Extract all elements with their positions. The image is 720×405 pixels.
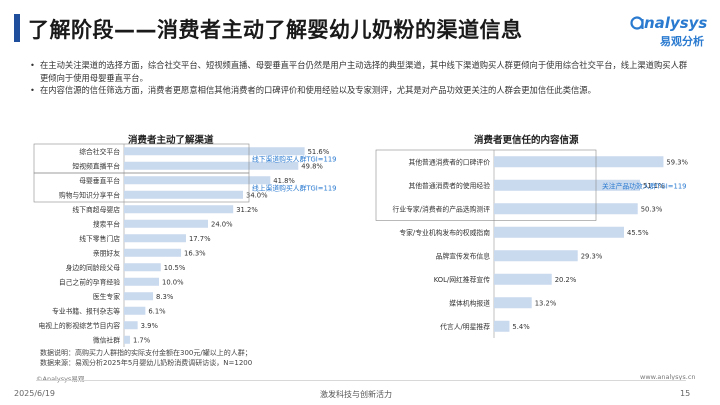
value-label: 1.7% — [133, 336, 151, 344]
category-label: 线下零售门店 — [79, 234, 120, 243]
tgi-annotation: 关注产品功效人群TGI=119 — [602, 181, 686, 190]
logo-mark-icon — [630, 16, 644, 30]
tgi-annotation: 线下渠道购买人群TGI=119 — [252, 155, 336, 164]
category-label: 综合社交平台 — [79, 147, 120, 156]
value-label: 17.7% — [189, 235, 211, 243]
bar — [124, 277, 159, 286]
title-accent-bar — [14, 14, 20, 42]
value-label: 29.3% — [581, 252, 603, 260]
tgi-annotation: 线上渠道购买人群TGI=119 — [252, 184, 336, 193]
category-label: 其他普通消费者的口碑评价 — [408, 157, 490, 166]
value-label: 6.1% — [148, 307, 166, 315]
category-label: 专业书籍、报刊杂志等 — [52, 306, 120, 315]
value-label: 51.1% — [643, 182, 665, 190]
bar — [124, 335, 130, 344]
page-number: 15 — [680, 389, 691, 398]
bullet-item: 在主动关注渠道的选择方面，综合社交平台、短视频直播、母婴垂直平台仍然是用户主动选… — [30, 59, 690, 84]
summary-bullets: 在主动关注渠道的选择方面，综合社交平台、短视频直播、母婴垂直平台仍然是用户主动选… — [30, 59, 690, 97]
footer-date: 2025/6/19 — [14, 389, 56, 398]
value-label: 49.8% — [301, 162, 323, 170]
category-label: 代言人/明星推荐 — [440, 322, 490, 331]
bar — [124, 147, 305, 156]
value-label: 10.0% — [162, 278, 184, 286]
bar — [124, 292, 154, 301]
value-label: 5.4% — [512, 323, 530, 331]
value-label: 3.9% — [141, 322, 159, 330]
value-label: 20.2% — [555, 276, 577, 284]
value-label: 59.3% — [666, 158, 688, 166]
data-note-line: 数据说明：高购买力人群指的实际支付金额在300元/罐以上的人群； — [40, 349, 252, 357]
website-link[interactable]: www.analysys.cn — [640, 373, 696, 381]
category-label: 购物与知识分享平台 — [59, 190, 120, 199]
category-label: 其他普通消费者的使用经验 — [408, 181, 490, 190]
bar — [494, 226, 624, 238]
data-source-line: 数据来源：易观分析2025年5月婴幼儿奶粉消费调研访谈，N=1200 — [40, 359, 253, 367]
value-label: 10.5% — [164, 264, 186, 272]
left-bar-chart: 综合社交平台 51.6% 短视频直播平台 49.8% 母婴垂直平台 41.8% 购物与知识分… — [33, 143, 336, 347]
category-label: KOL/网红推荐宣传 — [434, 275, 490, 284]
value-label: 31.2% — [236, 206, 258, 214]
category-label: 行业专家/消费者的产品选购测评 — [393, 204, 491, 213]
category-label: 微信社群 — [93, 335, 120, 344]
category-label: 搜索平台 — [93, 219, 120, 228]
value-label: 51.6% — [308, 148, 330, 156]
category-label: 母婴垂直平台 — [79, 176, 120, 185]
logo-en-word: nalysys — [644, 14, 708, 32]
bar — [124, 321, 138, 330]
bar — [494, 156, 664, 168]
value-label: 16.3% — [184, 249, 206, 257]
analysys-logo: nalysys 易观分析 — [630, 14, 710, 50]
logo-text-en: nalysys — [630, 14, 707, 32]
right-bar-chart: 其他普通消费者的口碑评价 59.3% 其他普通消费者的使用经验 51.1% 行业专家/消… — [375, 149, 689, 338]
bar — [494, 179, 640, 191]
bar — [494, 320, 510, 332]
category-label: 身边的同龄段父母 — [66, 263, 121, 272]
bar — [124, 161, 299, 170]
value-label: 8.3% — [156, 293, 174, 301]
tgi-highlight-box — [33, 172, 250, 203]
bar — [124, 263, 161, 272]
category-label: 线下商超母婴店 — [72, 205, 120, 214]
bar — [494, 250, 578, 262]
bar — [494, 203, 638, 215]
value-label: 41.8% — [273, 177, 295, 185]
bar — [124, 190, 243, 199]
bar — [124, 205, 234, 214]
data-note: 数据说明：高购买力人群指的实际支付金额在300元/罐以上的人群； 数据来源：易观… — [40, 348, 252, 368]
value-label: 50.3% — [641, 205, 663, 213]
category-label: 媒体机构报道 — [449, 298, 490, 307]
footer-divider — [36, 380, 686, 381]
right-chart-title: 消费者更信任的内容信源 — [474, 135, 579, 146]
category-label: 专家/专业机构发布的权威指南 — [399, 228, 490, 237]
bar — [494, 297, 532, 309]
bar — [124, 306, 146, 315]
copyright: ©Analysys易观 — [36, 375, 85, 383]
category-label: 自己之前的孕育经验 — [59, 277, 120, 286]
value-label: 45.5% — [627, 229, 649, 237]
bar — [124, 248, 182, 257]
page-title: 了解阶段——消费者主动了解婴幼儿奶粉的渠道信息 — [28, 18, 523, 42]
category-label: 短视频直播平台 — [72, 161, 120, 170]
bar — [124, 176, 271, 185]
category-label: 电视上的影视综艺节目内容 — [38, 321, 120, 330]
logo-text-cn: 易观分析 — [660, 35, 704, 48]
category-label: 亲朋好友 — [93, 248, 120, 257]
bar — [124, 219, 208, 228]
bullet-item: 在内容信源的信任筛选方面，消费者更愿意相信其他消费者的口碑评价和使用经验以及专家… — [30, 84, 690, 97]
value-label: 24.0% — [211, 220, 233, 228]
bar — [494, 273, 552, 285]
tgi-highlight-box — [375, 149, 597, 221]
category-label: 医生专家 — [93, 292, 120, 301]
bar — [124, 234, 186, 243]
value-label: 13.2% — [535, 299, 557, 307]
category-label: 品牌宣传发布信息 — [436, 251, 491, 260]
footer-slogan: 激发科技与创新活力 — [320, 390, 392, 399]
value-label: 34.0% — [246, 191, 268, 199]
left-chart-title: 消费者主动了解渠道 — [128, 135, 214, 146]
